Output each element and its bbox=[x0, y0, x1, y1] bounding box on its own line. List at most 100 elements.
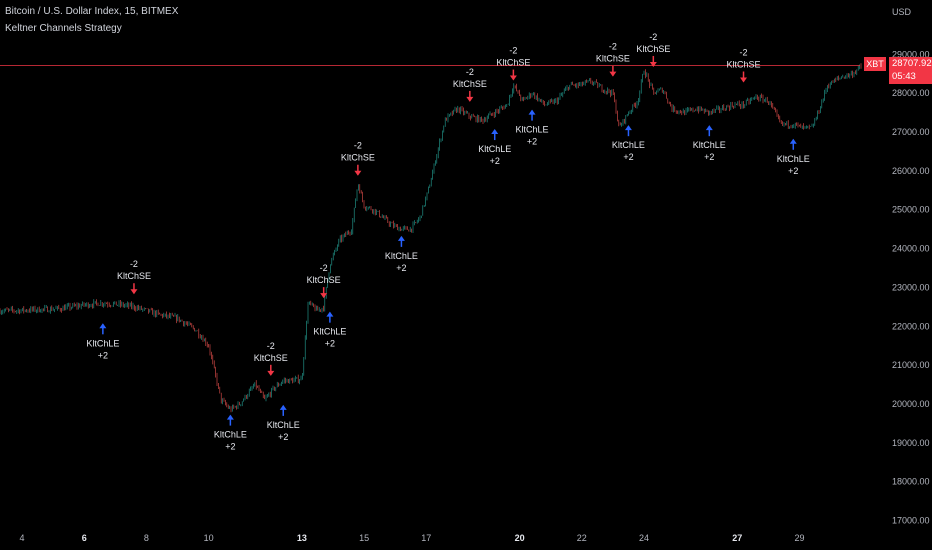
x-tick-label: 29 bbox=[794, 533, 804, 543]
signals-layer: KltChLE+2KltChSE-2KltChLE+2KltChSE-2KltC… bbox=[86, 32, 809, 452]
long-entry-signal: KltChLE +2 bbox=[313, 311, 346, 349]
signal-qty: -2 bbox=[740, 47, 748, 57]
y-tick-label: 26000.00 bbox=[892, 166, 930, 176]
x-axis: 4 6 8 10 13 15 17 20 22 24 27 29 bbox=[19, 533, 804, 543]
y-tick-label: 18000.00 bbox=[892, 477, 930, 487]
x-tick-label: 15 bbox=[359, 533, 369, 543]
short-entry-signal: KltChSE -2 bbox=[341, 141, 375, 176]
short-arrow-head bbox=[130, 289, 138, 295]
short-entry-signal: KltChSE -2 bbox=[636, 32, 670, 67]
short-arrow-head bbox=[320, 293, 328, 299]
y-tick-label: 29000.00 bbox=[892, 49, 930, 59]
signal-qty: -2 bbox=[267, 341, 275, 351]
signal-qty: +2 bbox=[325, 339, 335, 349]
x-tick-label: 6 bbox=[82, 533, 87, 543]
signal-qty: +2 bbox=[490, 156, 500, 166]
signal-qty: -2 bbox=[130, 259, 138, 269]
long-arrow-head bbox=[491, 129, 499, 135]
x-tick-label: 20 bbox=[515, 533, 525, 543]
y-tick-label: 23000.00 bbox=[892, 282, 930, 292]
short-arrow-head bbox=[466, 96, 474, 102]
signal-qty: +2 bbox=[396, 263, 406, 273]
signal-qty: -2 bbox=[609, 42, 617, 52]
signal-label: KltChSE bbox=[254, 353, 288, 363]
signal-label: KltChLE bbox=[86, 338, 119, 348]
signal-label: KltChSE bbox=[307, 275, 341, 285]
short-arrow-head bbox=[609, 71, 617, 77]
long-arrow-head bbox=[528, 109, 536, 115]
short-arrow-head bbox=[267, 370, 275, 376]
signal-label: KltChSE bbox=[341, 153, 375, 163]
strategy-name: Keltner Channels Strategy bbox=[5, 23, 122, 34]
x-tick-label: 4 bbox=[19, 533, 24, 543]
x-tick-label: 10 bbox=[204, 533, 214, 543]
short-entry-signal: KltChSE -2 bbox=[727, 47, 761, 83]
signal-label: KltChLE bbox=[267, 420, 300, 430]
short-arrow-head bbox=[740, 77, 748, 83]
short-arrow-head bbox=[509, 75, 517, 81]
signal-qty: -2 bbox=[354, 141, 362, 151]
signal-label: KltChLE bbox=[385, 251, 418, 261]
y-tick-label: 28000.00 bbox=[892, 88, 930, 98]
long-arrow-head bbox=[789, 138, 797, 144]
long-entry-signal: KltChLE +2 bbox=[777, 138, 810, 176]
signal-label: KltChLE bbox=[693, 140, 726, 150]
signal-label: KltChSE bbox=[453, 79, 487, 89]
long-entry-signal: KltChLE +2 bbox=[478, 129, 511, 166]
signal-qty: +2 bbox=[225, 442, 235, 452]
short-arrow-head bbox=[649, 61, 657, 67]
signal-qty: +2 bbox=[623, 152, 633, 162]
signal-qty: +2 bbox=[98, 350, 108, 360]
candles-layer bbox=[0, 63, 862, 413]
signal-label: KltChLE bbox=[516, 125, 549, 135]
y-tick-label: 27000.00 bbox=[892, 127, 930, 137]
long-entry-signal: KltChLE +2 bbox=[612, 125, 645, 162]
signal-label: KltChSE bbox=[636, 44, 670, 54]
signal-qty: +2 bbox=[788, 166, 798, 176]
long-arrow-head bbox=[326, 311, 334, 317]
signal-label: KltChSE bbox=[117, 271, 151, 281]
long-arrow-head bbox=[99, 323, 107, 329]
y-tick-label: 22000.00 bbox=[892, 321, 930, 331]
current-price-label: 28707.92 05:43 bbox=[889, 57, 932, 84]
x-tick-label: 13 bbox=[297, 533, 307, 543]
signal-qty: -2 bbox=[466, 67, 474, 77]
short-entry-signal: KltChSE -2 bbox=[596, 42, 630, 77]
long-arrow-head bbox=[397, 235, 405, 241]
long-entry-signal: KltChLE +2 bbox=[385, 235, 418, 273]
long-entry-signal: KltChLE +2 bbox=[516, 109, 549, 147]
long-arrow-head bbox=[279, 404, 287, 410]
signal-qty: +2 bbox=[527, 137, 537, 147]
y-tick-label: 20000.00 bbox=[892, 399, 930, 409]
signal-qty: +2 bbox=[278, 432, 288, 442]
signal-qty: -2 bbox=[320, 263, 328, 273]
long-entry-signal: KltChLE +2 bbox=[86, 323, 119, 360]
signal-label: KltChSE bbox=[496, 58, 530, 68]
signal-label: KltChSE bbox=[596, 54, 630, 64]
signal-qty: -2 bbox=[649, 32, 657, 42]
currency-unit: USD bbox=[892, 7, 912, 17]
short-entry-signal: KltChSE -2 bbox=[496, 46, 530, 81]
short-entry-signal: KltChSE -2 bbox=[453, 67, 487, 102]
long-arrow-head bbox=[226, 414, 234, 420]
y-axis: 17000.00 18000.00 19000.00 20000.00 21000.00… bbox=[892, 49, 930, 525]
current-price-value: 28707.92 bbox=[892, 58, 932, 69]
signal-label: KltChLE bbox=[313, 327, 346, 337]
signal-label: KltChLE bbox=[214, 430, 247, 440]
long-entry-signal: KltChLE +2 bbox=[267, 404, 300, 442]
y-tick-label: 19000.00 bbox=[892, 438, 930, 448]
symbol-tag: XBT bbox=[864, 57, 886, 71]
short-entry-signal: KltChSE -2 bbox=[117, 259, 151, 295]
signal-qty: -2 bbox=[509, 46, 517, 56]
x-tick-label: 8 bbox=[144, 533, 149, 543]
y-tick-label: 21000.00 bbox=[892, 360, 930, 370]
x-tick-label: 22 bbox=[577, 533, 587, 543]
short-entry-signal: KltChSE -2 bbox=[254, 341, 288, 376]
y-tick-label: 17000.00 bbox=[892, 516, 930, 526]
x-tick-label: 27 bbox=[732, 533, 742, 543]
signal-label: KltChSE bbox=[727, 59, 761, 69]
signal-label: KltChLE bbox=[612, 140, 645, 150]
signal-label: KltChLE bbox=[478, 144, 511, 154]
short-arrow-head bbox=[354, 170, 362, 176]
